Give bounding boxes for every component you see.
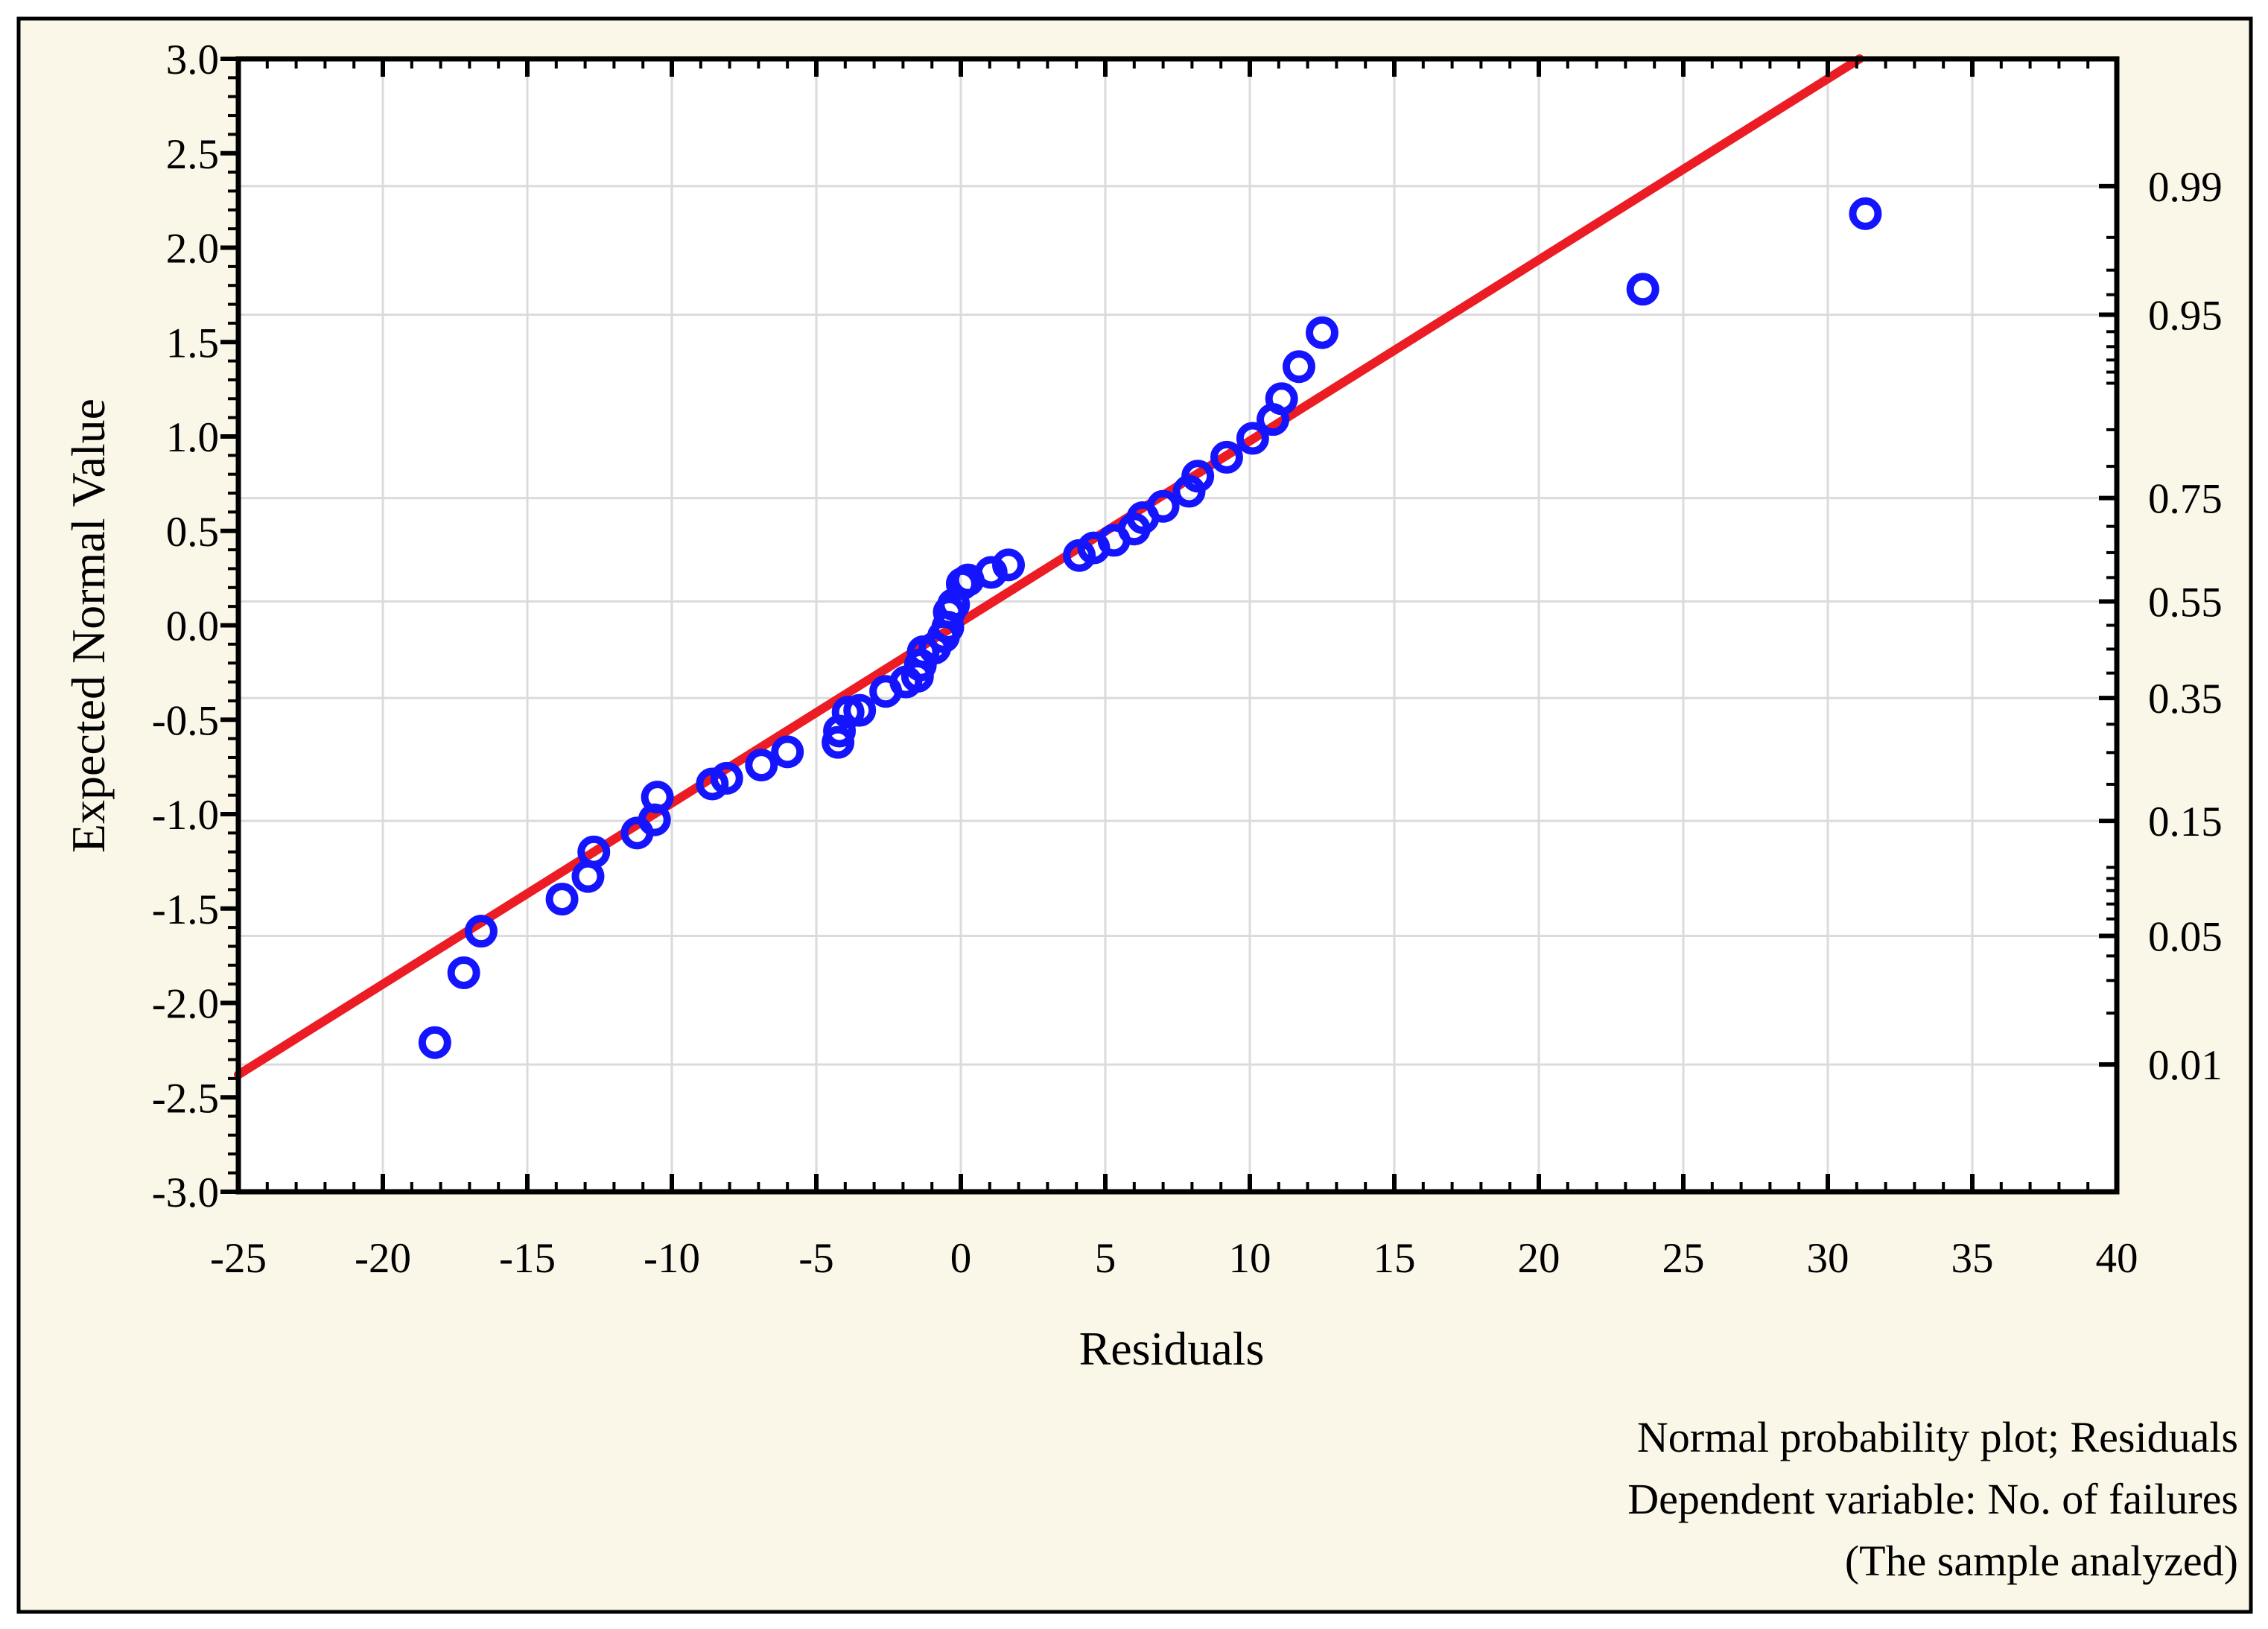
trend-line <box>234 54 1864 1079</box>
x-axis-title: Residuals <box>1079 1322 1265 1375</box>
x-tick-label: -5 <box>798 1235 833 1282</box>
data-point <box>992 548 1026 582</box>
y-tick-label: -3.0 <box>152 1169 219 1216</box>
plot-area <box>238 59 2117 1192</box>
x-tick-label: 25 <box>1662 1235 1705 1282</box>
figure-border <box>16 16 2253 1614</box>
data-point <box>447 956 480 989</box>
data-points <box>418 197 1882 1059</box>
data-point <box>1265 382 1298 416</box>
y-axis-title: Expected Normal Value <box>62 398 115 853</box>
x-tick-label: 0 <box>950 1235 972 1282</box>
data-point <box>974 556 1008 589</box>
tick-labels: -25 -20 -15 -10 -5 0 5 10 15 20 25 30 35 40 3.0 2.5 2.0 1… <box>152 36 2223 1282</box>
caption-line-2: Dependent variable: No. of failures <box>1627 1475 2238 1523</box>
x-tick-label: 5 <box>1095 1235 1116 1282</box>
y-tick-label: 0.0 <box>166 603 219 650</box>
data-point <box>1181 460 1215 493</box>
data-point <box>710 761 743 795</box>
data-point <box>843 693 877 727</box>
x-tick-label: 15 <box>1373 1235 1416 1282</box>
x-tick-label: 30 <box>1807 1235 1849 1282</box>
probability-tick-label: 0.75 <box>2148 476 2223 523</box>
y-tick-label: -2.0 <box>152 981 219 1028</box>
y-tick-label: -1.5 <box>152 886 219 933</box>
probability-tick-label: 0.95 <box>2148 292 2223 339</box>
x-tick-label: -25 <box>210 1235 267 1282</box>
x-tick-label: 10 <box>1229 1235 1271 1282</box>
probability-tick-label: 0.35 <box>2148 676 2223 723</box>
y-tick-label: 1.5 <box>166 320 219 366</box>
x-tick-label: -10 <box>644 1235 700 1282</box>
y-tick-label: 2.0 <box>166 226 219 273</box>
data-point <box>745 749 778 782</box>
probability-tick-label: 0.99 <box>2148 164 2223 211</box>
data-point <box>418 1026 451 1059</box>
data-point <box>1626 273 1659 306</box>
probability-tick-label: 0.55 <box>2148 579 2223 626</box>
probability-tick-label: 0.01 <box>2148 1042 2223 1089</box>
data-point <box>1282 350 1315 384</box>
x-tick-label: 35 <box>1951 1235 1994 1282</box>
x-tick-label: -15 <box>499 1235 556 1282</box>
y-tick-label: 0.5 <box>166 509 219 556</box>
y-tick-label: 3.0 <box>166 36 219 83</box>
x-tick-label: 40 <box>2096 1235 2138 1282</box>
x-tick-label: 20 <box>1518 1235 1560 1282</box>
data-point <box>1146 489 1180 523</box>
data-point <box>577 835 611 869</box>
y-tick-label: -2.5 <box>152 1075 219 1122</box>
data-point <box>1210 440 1243 474</box>
x-tick-label: -20 <box>355 1235 411 1282</box>
y-tick-label: -1.0 <box>152 792 219 839</box>
caption-line-3: (The sample analyzed) <box>1845 1537 2238 1585</box>
probability-tick-label: 0.15 <box>2148 798 2223 845</box>
data-point <box>1849 197 1882 230</box>
y-tick-label: 1.0 <box>166 414 219 461</box>
data-point <box>1306 316 1338 349</box>
caption-line-1: Normal probability plot; Residuals <box>1637 1413 2238 1461</box>
data-point <box>641 781 674 814</box>
data-point <box>464 915 498 948</box>
probability-tick-label: 0.05 <box>2148 914 2223 961</box>
axis-ticks <box>220 57 2119 1194</box>
y-tick-label: -0.5 <box>152 697 219 744</box>
data-point <box>771 735 804 769</box>
data-point <box>1236 422 1269 455</box>
y-tick-label: 2.5 <box>166 131 219 178</box>
data-point <box>545 883 579 916</box>
plot-frame <box>235 56 2120 1195</box>
